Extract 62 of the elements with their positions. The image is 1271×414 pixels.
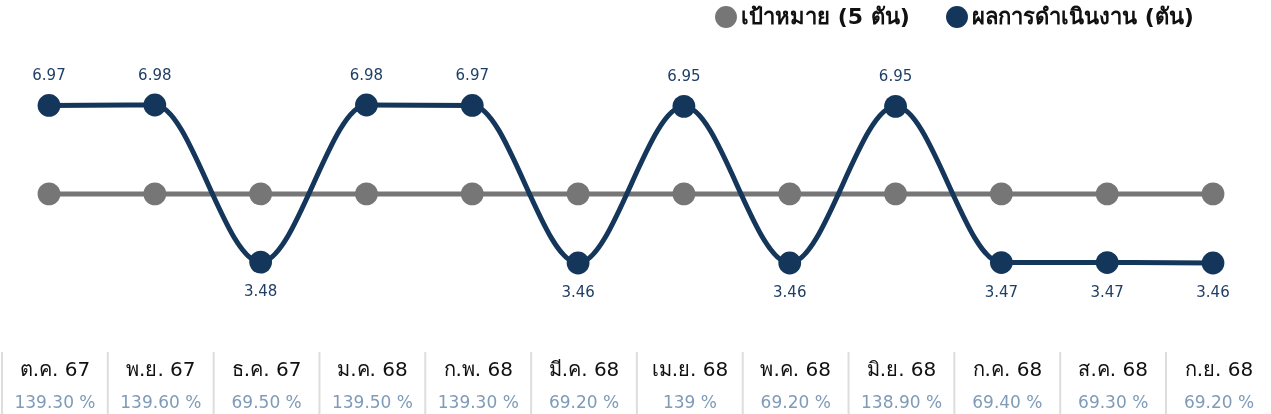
text: 69.40 % bbox=[972, 392, 1043, 412]
text: 139.30 % bbox=[437, 392, 519, 412]
point bbox=[249, 182, 273, 206]
point bbox=[672, 94, 696, 118]
point bbox=[355, 182, 378, 206]
point bbox=[672, 182, 696, 206]
data-label: 6.95 bbox=[667, 67, 701, 86]
x-tick-label: มี.ค. 68 bbox=[548, 357, 620, 381]
point bbox=[143, 182, 167, 206]
legend-label: เป้าหมาย (5 ตัน) bbox=[741, 4, 910, 29]
x-tick-label: ม.ค. 68 bbox=[337, 357, 408, 381]
text: 139 % bbox=[662, 392, 717, 412]
text: 69.20 % bbox=[1183, 392, 1255, 412]
x-tick-label: พ.ย. 67 bbox=[126, 357, 196, 381]
point bbox=[460, 182, 484, 206]
data-label: 3.46 bbox=[773, 283, 807, 301]
legend-label: ผลการดำเนินงาน (ตัน) bbox=[972, 4, 1194, 29]
x-tick-label: ก.ย. 68 bbox=[1184, 357, 1254, 381]
data-label: 3.47 bbox=[984, 282, 1019, 301]
point bbox=[37, 94, 61, 117]
point bbox=[884, 94, 907, 118]
x-tick-label: ก.พ. 68 bbox=[443, 357, 514, 381]
x-tick-label: ส.ค. 68 bbox=[1078, 357, 1148, 381]
x-tick-label: ธ.ค. 67 bbox=[231, 357, 302, 381]
data-label: 6.95 bbox=[878, 67, 913, 86]
x-tick-label: ต.ค. 67 bbox=[19, 357, 91, 381]
data-label: 6.98 bbox=[349, 66, 384, 84]
x-tick-label: พ.ค. 68 bbox=[760, 357, 831, 381]
text: 139.30 % bbox=[14, 392, 96, 412]
point bbox=[37, 182, 61, 206]
data-label: 3.46 bbox=[561, 283, 595, 301]
text: 139.50 % bbox=[331, 392, 413, 412]
text: 138.90 % bbox=[861, 392, 943, 412]
data-label: 3.46 bbox=[1196, 283, 1230, 301]
x-tick-label: ก.ค. 68 bbox=[972, 357, 1043, 381]
point bbox=[778, 251, 802, 275]
data-label: 3.48 bbox=[243, 282, 278, 301]
text: 69.50 % bbox=[231, 392, 302, 412]
point bbox=[460, 94, 484, 117]
point bbox=[249, 250, 273, 274]
point bbox=[989, 182, 1013, 206]
data-label: 6.97 bbox=[455, 66, 489, 85]
point bbox=[989, 251, 1013, 274]
x-tick-label: เม.ย. 68 bbox=[651, 357, 729, 381]
text: 139.60 % bbox=[120, 392, 202, 412]
point bbox=[1201, 251, 1225, 275]
point bbox=[1095, 251, 1119, 274]
data-label: 6.98 bbox=[138, 66, 172, 84]
text: 69.20 % bbox=[760, 392, 831, 412]
point bbox=[355, 93, 378, 117]
data-label: 6.97 bbox=[32, 66, 66, 85]
point bbox=[1201, 182, 1225, 206]
point bbox=[566, 182, 590, 206]
point bbox=[778, 182, 802, 206]
data-label: 3.47 bbox=[1090, 282, 1124, 301]
point bbox=[566, 251, 590, 275]
text: 69.20 % bbox=[548, 392, 620, 412]
point bbox=[143, 93, 167, 117]
point bbox=[1095, 182, 1119, 206]
text: 69.30 % bbox=[1078, 392, 1149, 412]
point bbox=[884, 182, 907, 206]
x-tick-label: มิ.ย. 68 bbox=[866, 357, 937, 381]
